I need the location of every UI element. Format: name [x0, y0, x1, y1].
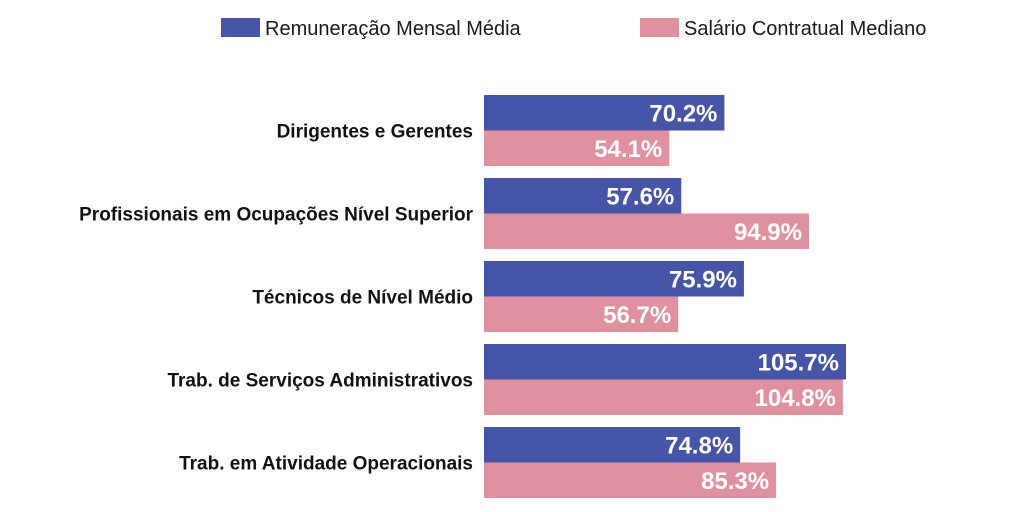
bar-remuneracao-mensal-media [484, 427, 741, 463]
bar-salario-contratual-mediano [484, 130, 670, 166]
legend: Remuneração Mensal Média Salário Contratu… [221, 18, 926, 40]
bar-salario-contratual-mediano [484, 462, 777, 498]
bar-remuneracao-mensal-media [484, 95, 725, 131]
value-label: 105.7% [758, 349, 839, 376]
category-group-dirigentes-e-gerentes: Dirigentes e Gerentes 70.2% 54.1% [277, 95, 725, 166]
bar-remuneracao-mensal-media [484, 178, 682, 214]
bar-salario-contratual-mediano [484, 296, 679, 332]
category-group-profissionais-em-ocupacoes-nivel-superior: Profissionais em Ocupações Nível Superio… [79, 178, 810, 249]
value-label: 104.8% [755, 385, 836, 412]
category-label: Profissionais em Ocupações Nível Superio… [79, 205, 473, 226]
legend-label: Remuneração Mensal Média [265, 18, 522, 40]
bar-salario-contratual-mediano [484, 213, 810, 249]
category-label: Trab. em Atividade Operacionais [179, 454, 473, 475]
legend-label: Salário Contratual Mediano [684, 18, 926, 40]
value-label: 70.2% [649, 100, 717, 127]
category-group-tecnicos-de-nivel-medio: Técnicos de Nível Médio 75.9% 56.7% [252, 261, 744, 332]
legend-swatch-remuneracao-mensal-media [221, 18, 260, 37]
bar-remuneracao-mensal-media [484, 344, 846, 380]
value-label: 74.8% [665, 432, 733, 459]
bar-salario-contratual-mediano [484, 379, 843, 415]
value-label: 54.1% [594, 136, 662, 163]
value-label: 57.6% [606, 183, 674, 210]
legend-swatch-salario-contratual-mediano [640, 18, 679, 37]
category-label: Trab. de Serviços Administrativos [167, 371, 473, 392]
category-label: Técnicos de Nível Médio [252, 288, 473, 309]
plot-area: Dirigentes e Gerentes 70.2% 54.1% Profissio… [79, 95, 846, 498]
value-label: 94.9% [734, 219, 802, 246]
value-label: 75.9% [669, 266, 737, 293]
bar-remuneracao-mensal-media [484, 261, 744, 297]
legend-item-salario-contratual-mediano: Salário Contratual Mediano [640, 18, 926, 40]
category-group-trab-de-servicos-administrativos: Trab. de Serviços Administrativos 105.7% 1… [167, 344, 846, 415]
legend-item-remuneracao-mensal-media: Remuneração Mensal Média [221, 18, 522, 40]
category-label: Dirigentes e Gerentes [277, 122, 473, 143]
value-label: 85.3% [701, 468, 769, 495]
value-label: 56.7% [603, 302, 671, 329]
category-group-trab-em-atividade-operacionais: Trab. em Atividade Operacionais 74.8% 85.3… [179, 427, 777, 498]
